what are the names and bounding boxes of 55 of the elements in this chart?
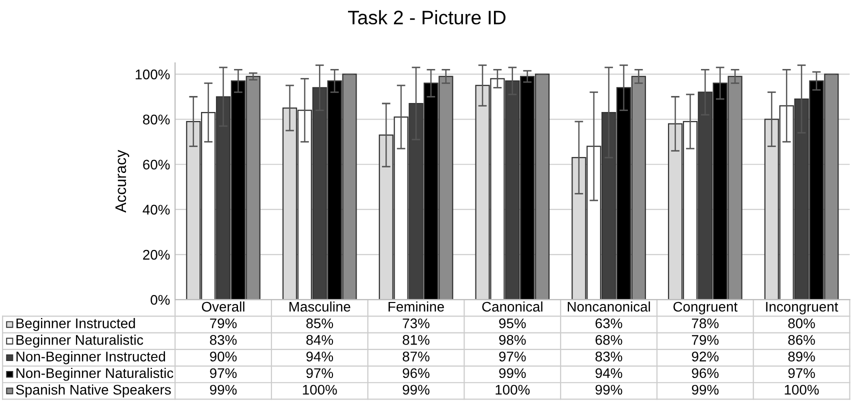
x-tick-label: Overall <box>202 301 244 312</box>
data-label: 99% <box>402 384 430 395</box>
data-label: 81% <box>402 335 430 345</box>
data-label: 89% <box>788 352 815 362</box>
legend-label: Non-Beginner Instructed <box>16 351 166 364</box>
data-label: 97% <box>499 352 526 362</box>
data-label: 99% <box>210 384 237 395</box>
data-label: 100% <box>784 384 819 395</box>
data-label: 95% <box>499 318 526 328</box>
x-tick-label: Canonical <box>482 301 542 312</box>
data-label: 100% <box>302 384 337 395</box>
data-label: 78% <box>692 318 719 328</box>
data-label: 92% <box>692 352 719 362</box>
data-label: 84% <box>306 335 334 345</box>
data-label: 100% <box>496 384 530 395</box>
chart-title: Task 2 - Picture ID <box>348 10 506 24</box>
data-label: 86% <box>788 335 815 345</box>
data-label: 68% <box>596 335 622 345</box>
data-label: 96% <box>402 368 430 378</box>
x-tick-label: Congruent <box>673 302 738 314</box>
y-tick-label: 20% <box>143 250 170 260</box>
data-label: 98% <box>499 335 526 345</box>
data-label: 96% <box>692 368 719 378</box>
data-label: 80% <box>788 318 815 328</box>
data-label: 97% <box>788 368 815 378</box>
data-label: 97% <box>306 368 334 378</box>
data-label: 97% <box>210 368 237 378</box>
data-label: 99% <box>692 384 719 395</box>
data-label: 63% <box>596 318 622 328</box>
data-label: 90% <box>210 352 237 362</box>
data-label: 83% <box>595 352 622 362</box>
y-tick-label: 80% <box>143 114 170 124</box>
x-tick-label: Noncanonical <box>568 301 650 312</box>
x-tick-label: Feminine <box>388 301 444 312</box>
x-tick-label: Masculine <box>290 301 350 312</box>
y-tick-label: 40% <box>142 204 170 215</box>
data-label: 85% <box>306 318 334 328</box>
data-label: 79% <box>210 318 237 328</box>
data-label: 99% <box>499 368 526 378</box>
legend-label: Beginner Naturalistic <box>16 334 144 348</box>
legend-label: Spanish Native Speakers <box>16 384 171 398</box>
y-tick-label: 60% <box>143 160 170 170</box>
data-label: 94% <box>596 368 622 378</box>
data-label: 87% <box>402 352 430 362</box>
data-label: 94% <box>306 352 334 362</box>
legend-label: Beginner Instructed <box>16 318 135 331</box>
legend-label: Non-Beginner Naturalistic <box>16 368 174 381</box>
y-tick-label: 100% <box>136 70 170 80</box>
data-label: 99% <box>596 384 622 395</box>
data-label: 73% <box>402 318 430 328</box>
y-axis-title: Accuracy <box>115 150 130 213</box>
data-label: 83% <box>210 335 237 345</box>
y-tick-label: 0% <box>150 294 170 305</box>
x-tick-label: Incongruent <box>766 302 838 314</box>
data-label: 79% <box>692 335 719 345</box>
